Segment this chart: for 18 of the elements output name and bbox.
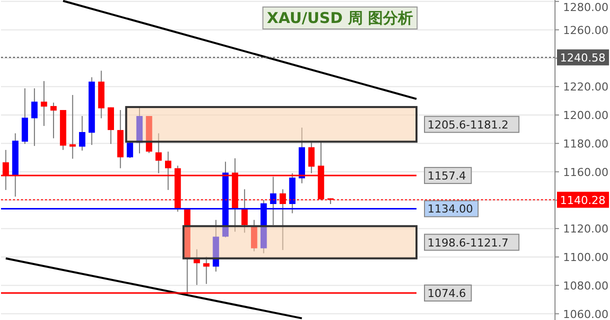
y-tick-label: 1200.00 bbox=[563, 108, 608, 122]
band-label: 1205.6-1181.2 bbox=[428, 118, 508, 132]
ref-line-label: 1134.00 bbox=[428, 202, 473, 216]
y-tick-label: 1120.00 bbox=[563, 222, 608, 236]
ref-line-label: 1240.58 bbox=[560, 51, 606, 64]
y-tick-label: 1260.00 bbox=[563, 24, 608, 37]
y-tick-label: 1160.00 bbox=[563, 166, 608, 179]
y-tick-label: 1080.00 bbox=[563, 279, 608, 292]
band-label: 1198.6-1121.7 bbox=[428, 236, 508, 250]
y-tick-label: 1100.00 bbox=[563, 250, 608, 264]
y-tick-label: 1060.00 bbox=[563, 308, 608, 320]
ref-line-label: 1157.4 bbox=[428, 169, 466, 182]
y-tick-label: 1180.00 bbox=[563, 137, 608, 150]
ref-line-label: 1140.28 bbox=[560, 194, 606, 207]
y-tick-label: 1280.00 bbox=[563, 1, 608, 14]
y-tick-label: 1220.00 bbox=[563, 80, 608, 94]
text: XAU/USD 周 图分析 bbox=[266, 9, 414, 27]
ref-line-label: 1074.6 bbox=[428, 287, 466, 300]
